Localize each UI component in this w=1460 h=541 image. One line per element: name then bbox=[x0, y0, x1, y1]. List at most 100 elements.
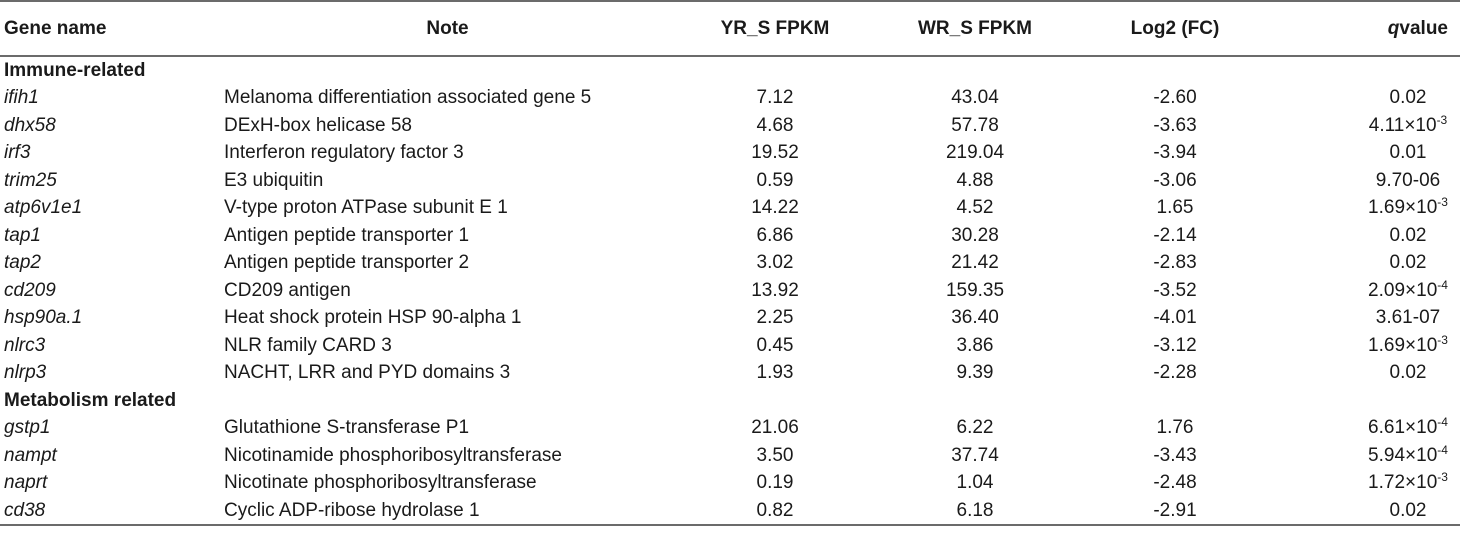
wr-fpkm-cell: 4.88 bbox=[956, 169, 994, 191]
wr-fpkm-cell: 219.04 bbox=[945, 142, 1005, 164]
gene-name-cell: cd38 bbox=[4, 499, 46, 521]
note-cell: Heat shock protein HSP 90-alpha 1 bbox=[224, 307, 522, 329]
note-cell: Interferon regulatory factor 3 bbox=[224, 142, 464, 164]
qvalue-base: 3.61-07 bbox=[1375, 307, 1441, 329]
header-qvalue: qvalue bbox=[1275, 1, 1460, 56]
note-cell: DExH-box helicase 58 bbox=[224, 114, 412, 136]
table-row: naprt Nicotinate phosphoribosyltransferas… bbox=[0, 469, 1460, 497]
note-cell: Antigen peptide transporter 1 bbox=[224, 224, 470, 246]
header-qvalue-rest: value bbox=[1399, 17, 1448, 39]
gene-expression-table: Gene name Note YR_S FPKM WR_S FPKM Log2 … bbox=[0, 1, 1460, 525]
table-row: irf3 Interferon regulatory factor 3 19.52 2… bbox=[0, 139, 1460, 167]
log2fc-cell: -2.14 bbox=[1153, 224, 1197, 246]
section-row: Immune-related bbox=[0, 56, 1460, 84]
gene-name-cell: tap1 bbox=[4, 224, 41, 246]
note-cell: NACHT, LRR and PYD domains 3 bbox=[224, 362, 511, 384]
wr-fpkm-cell: 21.42 bbox=[951, 252, 999, 274]
table-row: nlrp3 NACHT, LRR and PYD domains 3 1.93 9.3… bbox=[0, 359, 1460, 387]
section-title: Metabolism related bbox=[4, 389, 177, 411]
log2fc-cell: -3.12 bbox=[1153, 334, 1197, 356]
qvalue-wrap: 1.72×10-3 bbox=[1368, 469, 1448, 496]
qvalue-exponent: -4 bbox=[1437, 415, 1448, 430]
note-cell: Cyclic ADP-ribose hydrolase 1 bbox=[224, 499, 480, 521]
qvalue-cell: 0.02 bbox=[1275, 84, 1460, 112]
gene-name-cell: irf3 bbox=[4, 142, 31, 164]
note-cell: Antigen peptide transporter 2 bbox=[224, 252, 470, 274]
log2fc-cell: -2.48 bbox=[1153, 472, 1197, 494]
qvalue-cell: 6.61×10-4 bbox=[1275, 414, 1460, 442]
gene-name-cell: cd209 bbox=[4, 279, 56, 301]
log2fc-cell: -3.63 bbox=[1153, 114, 1197, 136]
gene-name-cell: nampt bbox=[4, 444, 57, 466]
gene-name-cell: ifih1 bbox=[4, 87, 39, 109]
wr-fpkm-cell: 159.35 bbox=[945, 279, 1005, 301]
qvalue-wrap: 0.01 bbox=[1368, 139, 1448, 166]
qvalue-cell: 0.01 bbox=[1275, 139, 1460, 167]
table-row: hsp90a.1 Heat shock protein HSP 90-alpha … bbox=[0, 304, 1460, 332]
header-qvalue-q: q bbox=[1387, 17, 1400, 39]
yr-fpkm-cell: 19.52 bbox=[751, 142, 799, 164]
gene-name-cell: naprt bbox=[4, 472, 48, 494]
yr-fpkm-cell: 0.45 bbox=[756, 334, 794, 356]
table-row: nlrc3 NLR family CARD 3 0.45 3.86 -3.12 1.69×… bbox=[0, 332, 1460, 360]
header-yr-fpkm: YR_S FPKM bbox=[720, 17, 830, 39]
log2fc-cell: -2.83 bbox=[1153, 252, 1197, 274]
gene-name-cell: gstp1 bbox=[4, 417, 51, 439]
wr-fpkm-cell: 30.28 bbox=[951, 224, 999, 246]
yr-fpkm-cell: 1.93 bbox=[756, 362, 794, 384]
yr-fpkm-cell: 4.68 bbox=[756, 114, 794, 136]
qvalue-cell: 0.02 bbox=[1275, 497, 1460, 525]
log2fc-cell: 1.76 bbox=[1156, 417, 1194, 439]
yr-fpkm-cell: 3.50 bbox=[756, 444, 794, 466]
table-row: trim25 E3 ubiquitin 0.59 4.88 -3.06 9.70-06 bbox=[0, 167, 1460, 195]
header-gene-name: Gene name bbox=[4, 17, 107, 39]
log2fc-cell: -4.01 bbox=[1153, 307, 1197, 329]
yr-fpkm-cell: 0.59 bbox=[756, 169, 794, 191]
qvalue-base: 0.02 bbox=[1389, 499, 1427, 521]
qvalue-cell: 2.09×10-4 bbox=[1275, 277, 1460, 305]
qvalue-base: 9.70-06 bbox=[1375, 169, 1441, 191]
qvalue-cell: 1.69×10-3 bbox=[1275, 332, 1460, 360]
log2fc-cell: 1.65 bbox=[1156, 197, 1194, 219]
wr-fpkm-cell: 36.40 bbox=[951, 307, 999, 329]
table-row: cd209 CD209 antigen 13.92 159.35 -3.52 2.09×1… bbox=[0, 277, 1460, 305]
log2fc-cell: -3.43 bbox=[1153, 444, 1197, 466]
qvalue-base: 6.61×10 bbox=[1368, 417, 1438, 439]
note-cell: Nicotinate phosphoribosyltransferase bbox=[224, 472, 537, 494]
gene-name-cell: atp6v1e1 bbox=[4, 197, 83, 219]
qvalue-cell: 1.72×10-3 bbox=[1275, 469, 1460, 497]
wr-fpkm-cell: 3.86 bbox=[956, 334, 994, 356]
table-row: nampt Nicotinamide phosphoribosyltransfer… bbox=[0, 442, 1460, 470]
qvalue-base: 0.02 bbox=[1389, 362, 1427, 384]
qvalue-base: 0.02 bbox=[1389, 87, 1427, 109]
table-row: dhx58 DExH-box helicase 58 4.68 57.78 -3.63 4… bbox=[0, 112, 1460, 140]
note-cell: Glutathione S-transferase P1 bbox=[224, 417, 470, 439]
table-header: Gene name Note YR_S FPKM WR_S FPKM Log2 … bbox=[0, 1, 1460, 56]
qvalue-cell: 5.94×10-4 bbox=[1275, 442, 1460, 470]
qvalue-base: 1.69×10 bbox=[1368, 197, 1438, 219]
table-row: cd38 Cyclic ADP-ribose hydrolase 1 0.82 6.1… bbox=[0, 497, 1460, 525]
section-row: Metabolism related bbox=[0, 387, 1460, 415]
qvalue-wrap: 0.02 bbox=[1368, 249, 1448, 276]
note-cell: Melanoma differentiation associated gene… bbox=[224, 87, 592, 109]
gene-name-cell: dhx58 bbox=[4, 114, 56, 136]
yr-fpkm-cell: 14.22 bbox=[751, 197, 799, 219]
qvalue-base: 0.02 bbox=[1389, 224, 1427, 246]
yr-fpkm-cell: 0.19 bbox=[756, 472, 794, 494]
qvalue-cell: 4.11×10-3 bbox=[1275, 112, 1460, 140]
wr-fpkm-cell: 9.39 bbox=[956, 362, 994, 384]
table-row: atp6v1e1 V-type proton ATPase subunit E 1… bbox=[0, 194, 1460, 222]
qvalue-cell: 9.70-06 bbox=[1275, 167, 1460, 195]
qvalue-base: 1.69×10 bbox=[1368, 334, 1438, 356]
table-row: gstp1 Glutathione S-transferase P1 21.06 6.… bbox=[0, 414, 1460, 442]
section-title: Immune-related bbox=[4, 60, 146, 81]
header-wr-fpkm: WR_S FPKM bbox=[918, 17, 1032, 39]
log2fc-cell: -2.60 bbox=[1153, 87, 1197, 109]
wr-fpkm-cell: 1.04 bbox=[956, 472, 994, 494]
table-row: tap1 Antigen peptide transporter 1 6.86 30.… bbox=[0, 222, 1460, 250]
gene-name-cell: nlrc3 bbox=[4, 334, 46, 356]
wr-fpkm-cell: 57.78 bbox=[951, 114, 999, 136]
wr-fpkm-cell: 37.74 bbox=[951, 444, 999, 466]
gene-name-cell: hsp90a.1 bbox=[4, 307, 83, 329]
qvalue-wrap: 3.61-07 bbox=[1368, 304, 1448, 331]
